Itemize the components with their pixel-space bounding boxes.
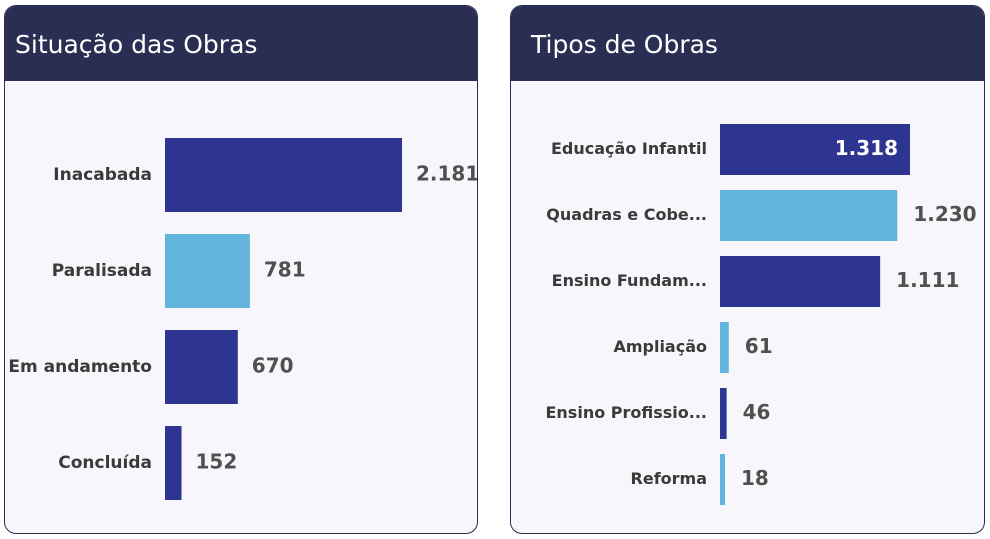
tipos-4-bar (720, 388, 727, 439)
situacao-obras-title: Situação das Obras (5, 6, 477, 81)
situacao-2-bar (165, 330, 238, 404)
tipos-4-value-label: 46 (743, 400, 771, 424)
situacao-2-value-label: 670 (252, 354, 294, 378)
tipos-obras-title: Tipos de Obras (511, 6, 984, 81)
situacao-obras-chart: Inacabada 2.181 Paralisada 781 Em andamento 6… (8, 138, 478, 500)
situacao-0-bar (165, 138, 402, 212)
situacao-1-bar (165, 234, 250, 308)
situacao-1-category-label: Paralisada (52, 261, 152, 281)
tipos-obras-chart: Educação Infantil 1.318 Quadras e Cobe... 1… (545, 124, 977, 505)
situacao-obras-card: Situação das Obras Inacabada 2.181 Paralis… (4, 5, 478, 534)
tipos-1-value-label: 1.230 (913, 202, 976, 226)
tipos-1-bar (720, 190, 898, 241)
situacao-0-value-label: 2.181 (416, 162, 478, 186)
tipos-2-value-label: 1.111 (896, 268, 959, 292)
tipos-1-category-label: Quadras e Cobe... (546, 205, 707, 224)
tipos-5-category-label: Reforma (631, 469, 707, 488)
situacao-3-category-label: Concluída (58, 453, 152, 473)
situacao-0-category-label: Inacabada (53, 165, 152, 185)
situacao-1-value-label: 781 (264, 258, 306, 282)
tipos-2-bar (720, 256, 881, 307)
situacao-3-value-label: 152 (196, 450, 238, 474)
tipos-0-category-label: Educação Infantil (551, 139, 707, 158)
tipos-0-bar (720, 124, 910, 175)
tipos-3-value-label: 61 (745, 334, 773, 358)
tipos-obras-card: Tipos de Obras Educação Infantil 1.318 Qua… (510, 5, 985, 534)
situacao-2-category-label: Em andamento (8, 357, 152, 377)
situacao-3-bar (165, 426, 182, 500)
tipos-5-bar (720, 454, 725, 505)
tipos-3-category-label: Ampliação (613, 337, 707, 356)
tipos-4-category-label: Ensino Profissio... (545, 403, 707, 422)
tipos-5-value-label: 18 (741, 466, 769, 490)
tipos-3-bar (720, 322, 729, 373)
tipos-0-value-label: 1.318 (835, 136, 898, 160)
tipos-2-category-label: Ensino Fundam... (552, 271, 707, 290)
